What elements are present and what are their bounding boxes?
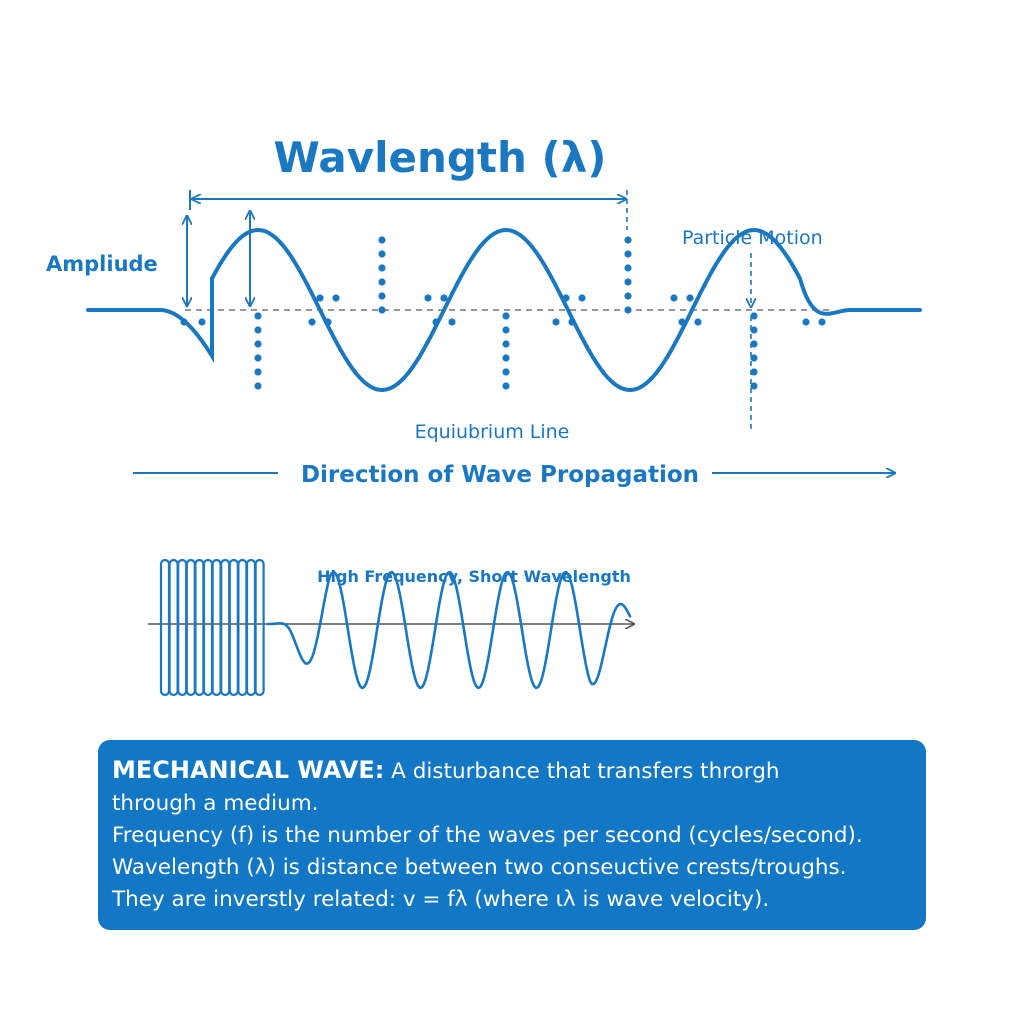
direction-label: Direction of Wave Propagation — [301, 462, 699, 488]
particle-dot — [378, 250, 386, 258]
particle-dot — [818, 318, 826, 326]
amplitude-label: Ampliude — [46, 252, 158, 276]
coil-loop — [245, 558, 257, 697]
particle-dot — [332, 294, 340, 302]
info-heading: MECHANICAL WAVE: — [112, 756, 385, 784]
particle-dot — [562, 294, 570, 302]
particle-dot — [750, 312, 758, 320]
particle-dots — [180, 236, 826, 390]
particle-dot — [750, 354, 758, 362]
particle-dot — [802, 318, 810, 326]
particle-dot — [552, 318, 560, 326]
particle-dot — [378, 264, 386, 272]
coil-loop — [202, 558, 214, 697]
info-line-1-text: A disturbance that transfers throrgh — [384, 759, 780, 784]
particle-dot — [750, 326, 758, 334]
coil-loop — [228, 558, 239, 697]
particle-dot — [254, 368, 262, 376]
short-wavelength-wave — [266, 570, 632, 690]
particle-dot — [624, 292, 632, 300]
particle-dot — [378, 292, 386, 300]
particle-dot — [254, 340, 262, 348]
particle-dot — [502, 368, 510, 376]
particle-dot — [432, 318, 440, 326]
particle-dot — [568, 318, 576, 326]
info-line-5: They are inverstly related: v = fλ (wher… — [112, 887, 770, 912]
main-wave — [86, 227, 922, 393]
particle-dot — [308, 318, 316, 326]
info-line-4: Wavelength (λ) is distance between two c… — [112, 855, 847, 880]
coil-loop — [237, 558, 248, 697]
particle-dot — [378, 278, 386, 286]
particle-dot — [670, 294, 678, 302]
particle-dot — [448, 318, 456, 326]
info-line-3: Frequency (f) is the number of the waves… — [112, 823, 863, 848]
particle-dot — [254, 326, 262, 334]
particle-dot — [678, 318, 686, 326]
info-box: MECHANICAL WAVE: A disturbance that tran… — [98, 740, 926, 930]
particle-motion-label: Particle Motion — [682, 227, 823, 249]
info-line-2: through a medium. — [112, 791, 319, 816]
particle-dot — [440, 294, 448, 302]
particle-dot — [378, 236, 386, 244]
particle-dot — [502, 340, 510, 348]
particle-dot — [316, 294, 324, 302]
coil-loop — [220, 558, 231, 697]
particle-dot — [624, 306, 632, 314]
particle-dot — [502, 382, 510, 390]
spring-coil — [159, 558, 265, 697]
coil-loop — [254, 558, 265, 697]
high-frequency-label: High Frequency, Short Wavelength — [317, 567, 631, 586]
particle-dot — [254, 312, 262, 320]
particle-dot — [254, 382, 262, 390]
particle-dot — [180, 318, 188, 326]
info-line-1: MECHANICAL WAVE: A disturbance that tran… — [112, 754, 912, 788]
particle-dot — [624, 250, 632, 258]
particle-dot — [624, 264, 632, 272]
particle-dot — [502, 326, 510, 334]
particle-dot — [324, 318, 332, 326]
diagram-title: Wavlength (λ) — [274, 133, 607, 182]
particle-dot — [424, 294, 432, 302]
particle-dot — [254, 354, 262, 362]
particle-dot — [624, 278, 632, 286]
coil-loop — [211, 558, 222, 697]
particle-dot — [750, 340, 758, 348]
equilibrium-label: Equiubrium Line — [415, 421, 570, 443]
particle-dot — [750, 382, 758, 390]
particle-dot — [750, 368, 758, 376]
particle-dot — [624, 236, 632, 244]
particle-dot — [686, 294, 694, 302]
particle-dot — [378, 306, 386, 314]
coil-loop — [159, 558, 171, 697]
particle-dot — [578, 294, 586, 302]
particle-dot — [502, 312, 510, 320]
particle-dot — [198, 318, 206, 326]
coil-loop — [194, 558, 205, 697]
coil-loop — [168, 558, 179, 697]
particle-dot — [694, 318, 702, 326]
coil-loop — [185, 558, 196, 697]
coil-loop — [177, 558, 188, 697]
particle-dot — [502, 354, 510, 362]
